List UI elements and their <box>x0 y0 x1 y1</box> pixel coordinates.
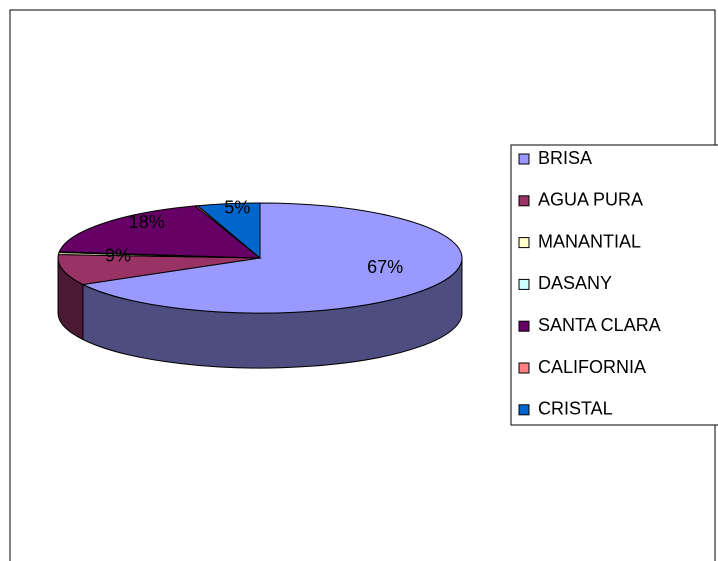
legend-label: SANTA CLARA <box>538 315 661 335</box>
legend-swatch <box>518 195 530 207</box>
legend-swatch <box>518 362 530 374</box>
legend-label: AGUA PURA <box>538 190 643 210</box>
slice <box>57 254 261 286</box>
legend-swatch <box>518 237 530 249</box>
legend-box <box>510 144 718 426</box>
legend-swatch <box>518 404 530 416</box>
data-label: 9% <box>105 245 131 265</box>
data-label: 5% <box>224 198 250 218</box>
legend-label: DASANY <box>538 273 612 293</box>
legend-swatch <box>518 278 530 290</box>
legend-label: BRISA <box>538 148 592 168</box>
legend-swatch <box>518 153 530 165</box>
legend-label: CRISTAL <box>538 399 613 419</box>
legend-swatch <box>518 320 530 332</box>
slice <box>81 202 463 314</box>
slice <box>196 202 261 260</box>
data-label: 18% <box>129 212 165 232</box>
slice <box>58 205 262 259</box>
data-label: 67% <box>367 257 403 277</box>
legend-label: CALIFORNIA <box>538 357 646 377</box>
legend-label: MANANTIAL <box>538 231 641 251</box>
